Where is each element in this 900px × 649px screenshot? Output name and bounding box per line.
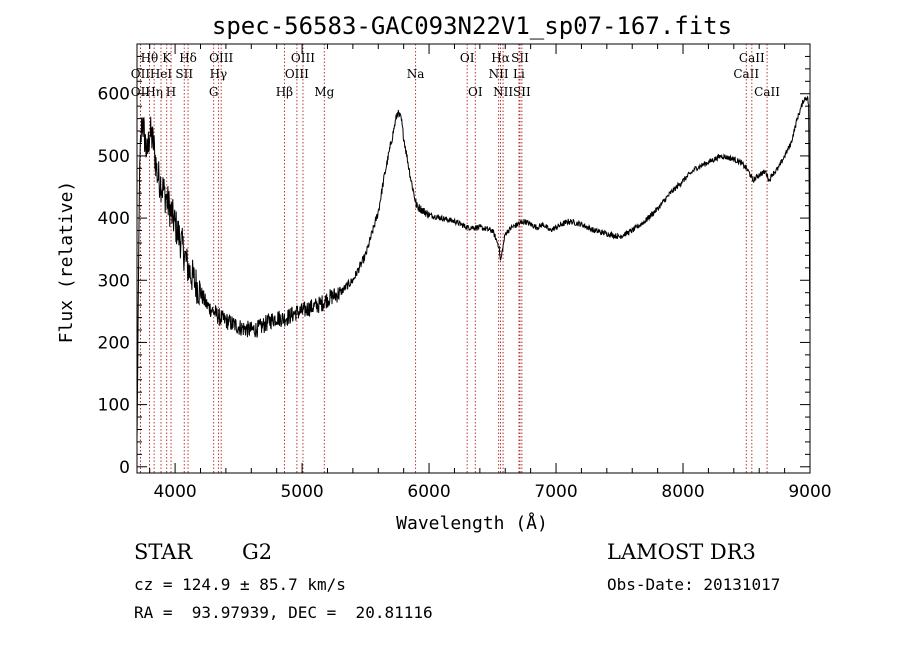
spectral-line-label: OIII	[291, 51, 315, 65]
y-tick-label: 200	[98, 333, 130, 353]
spectral-line-label: OII	[131, 67, 151, 81]
spectral-line-label: CaII	[739, 51, 765, 65]
survey-label: LAMOST DR3	[607, 540, 756, 564]
spectral-line-label: OI	[460, 51, 475, 65]
spectral-line-label: Li	[513, 67, 525, 81]
x-tick-label: 9000	[788, 482, 831, 502]
redshift-readout: cz = 124.9 ± 85.7 km/s	[134, 575, 346, 594]
x-tick-label: 5000	[280, 482, 323, 502]
x-tick-label: 7000	[534, 482, 577, 502]
spectral-line-label: HeI	[150, 67, 173, 81]
y-tick-label: 500	[98, 147, 130, 167]
spectral-line-label: OIII	[209, 51, 233, 65]
subclass-label: G2	[242, 540, 273, 564]
plot-frame	[136, 43, 811, 474]
spectrum-layer	[136, 95, 811, 441]
spectral-line-label: Hγ	[210, 67, 228, 81]
spectral-line-label: Mg	[314, 85, 334, 99]
spectral-line-label: SII	[513, 85, 531, 99]
spectral-line-label: H	[166, 85, 176, 99]
y-tick-label: 600	[98, 85, 130, 105]
spectral-line-label: NII	[489, 67, 509, 81]
spectral-line-label: K	[162, 51, 172, 65]
axis-ticks-layer: 4000 5000 6000 7000 8000 9000 0 100 200 300 400 500…	[98, 44, 832, 502]
obs-date-readout: Obs-Date: 20131017	[607, 575, 781, 594]
y-tick-label: 100	[98, 396, 130, 416]
class-label: STAR	[134, 540, 193, 564]
spectral-line-label: Hδ	[179, 51, 197, 65]
spectral-line-label: Hα	[491, 51, 510, 65]
spectral-line-label: Hη	[145, 85, 163, 99]
chart-title: spec-56583-GAC093N22V1_sp07-167.fits	[212, 12, 732, 40]
spectral-line-label: CaII	[754, 85, 780, 99]
spectral-line-label: G	[209, 85, 219, 99]
spectral-line-label: NII	[493, 85, 513, 99]
x-tick-label: 4000	[153, 482, 196, 502]
spectral-line-label: OI	[468, 85, 483, 99]
spectrum-line	[136, 95, 811, 441]
y-tick-label: 0	[119, 458, 130, 478]
y-axis-label: Flux (relative)	[56, 181, 77, 344]
y-tick-label: 300	[98, 271, 130, 291]
x-tick-label: 8000	[661, 482, 704, 502]
spectral-line-label: OII	[131, 85, 151, 99]
spectral-line-label: OIII	[285, 67, 309, 81]
x-tick-label: 6000	[407, 482, 450, 502]
spectral-line-label: SII	[175, 67, 193, 81]
spectral-line-label: CaII	[733, 67, 759, 81]
spectral-line-label: Na	[407, 67, 425, 81]
spectral-line-label: SII	[511, 51, 529, 65]
spectral-lines-layer: HθHηOIIOIIHeIKHSIIHδGHγOIIIHβOIIIOIIIMgN…	[131, 44, 780, 473]
x-axis-label: Wavelength (Å)	[396, 512, 548, 534]
spectral-line-label: Hθ	[141, 51, 159, 65]
spectral-line-label: Hβ	[276, 85, 293, 99]
coordinates-readout: RA = 93.97939, DEC = 20.81116	[134, 603, 433, 622]
y-tick-label: 400	[98, 209, 130, 229]
